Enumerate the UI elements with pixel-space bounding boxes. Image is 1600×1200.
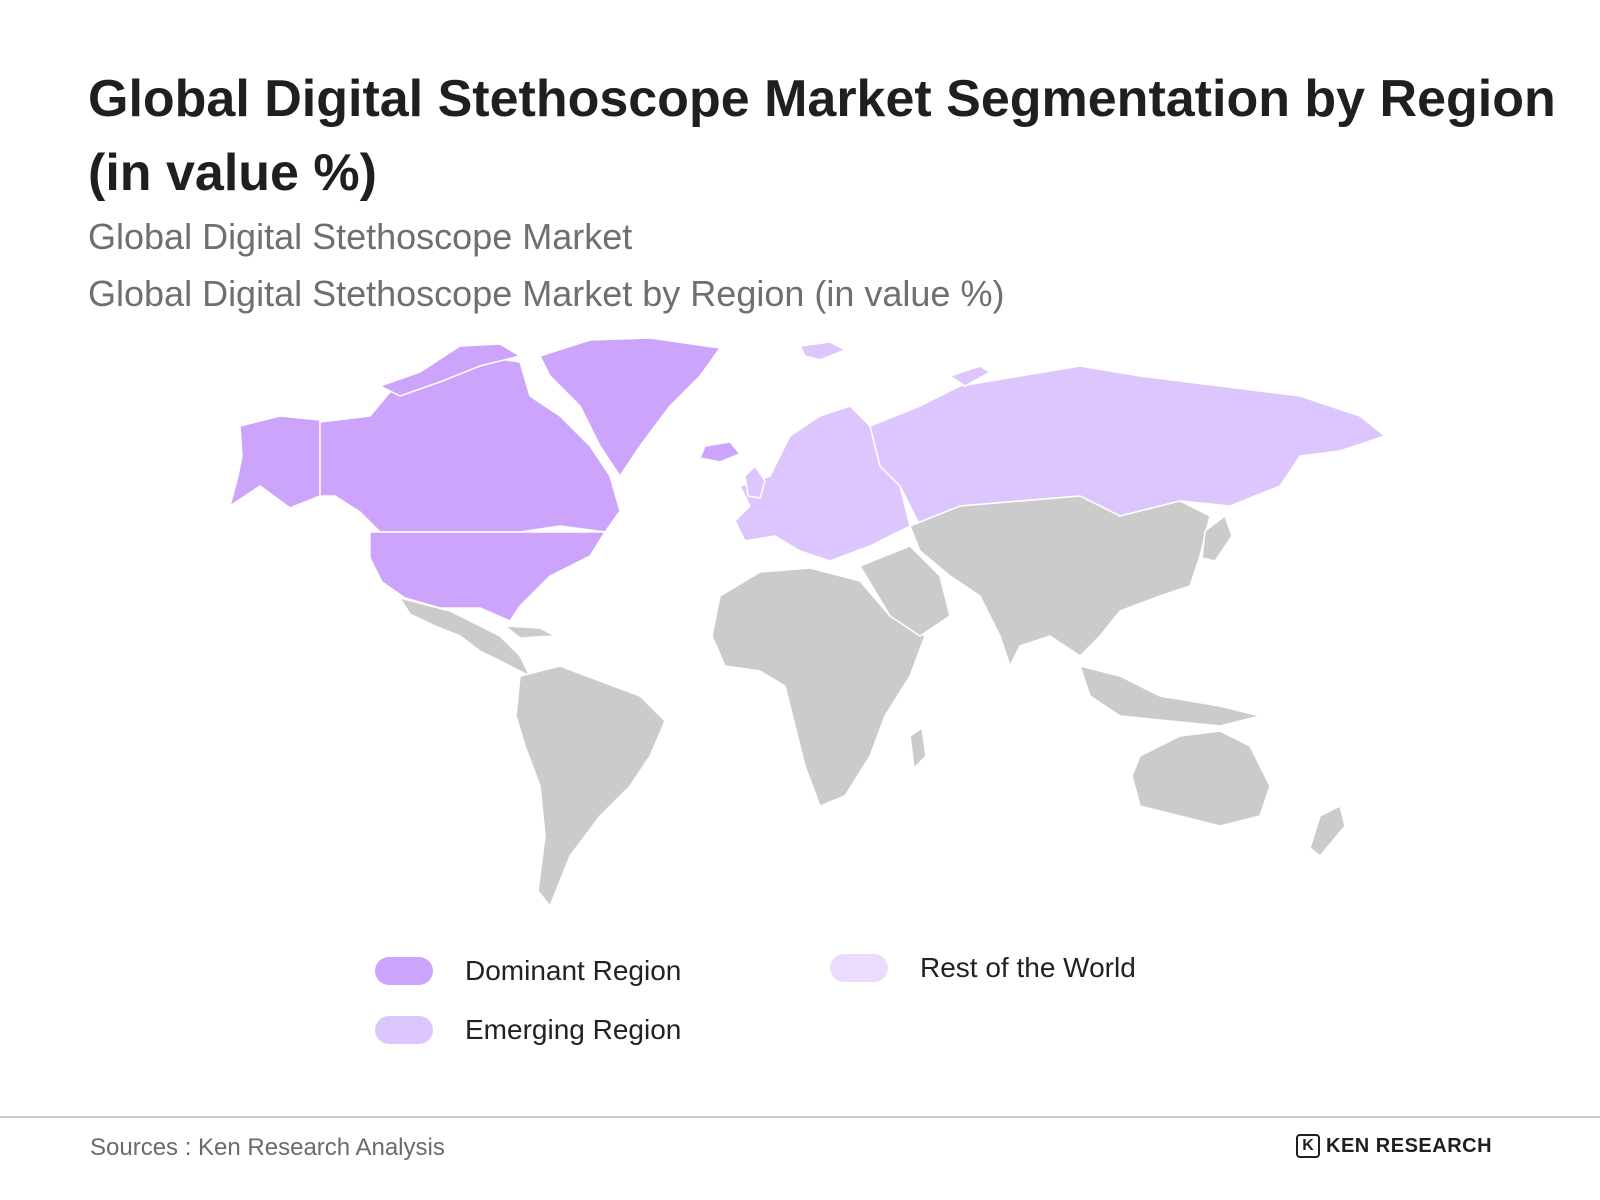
legend-dominant: Dominant Region [375,955,681,987]
region-middle-east [859,545,951,637]
region-asia [909,495,1211,667]
legend-emerging: Emerging Region [375,1014,681,1046]
region-south-america [515,665,666,907]
region-russia [869,365,1386,527]
region-madagascar [909,727,927,769]
page-title: Global Digital Stethoscope Market Segmen… [88,70,1556,202]
region-uk [744,465,766,499]
source-note: Sources : Ken Research Analysis [90,1134,445,1161]
region-novaya-zemlya [949,365,991,387]
region-southeast-asia [1079,665,1261,727]
legend-swatch-emerging [375,1016,433,1044]
region-canadian-arctic-islands [379,343,521,397]
legend-swatch-rest [830,954,888,982]
region-svalbard [799,341,846,361]
region-usa [369,531,606,622]
legend-label-rest: Rest of the World [920,952,1136,983]
subtitle-by-region: Global Digital Stethoscope Market by Reg… [88,273,1005,314]
region-new-zealand [1309,805,1346,857]
region-greenland [539,337,721,477]
region-mexico-central-america [399,597,531,677]
logo-mark-icon: K [1296,1134,1320,1158]
ken-research-logo: K KEN RESEARCH [1296,1134,1492,1158]
region-caribbean [504,625,556,639]
subtitle-market: Global Digital Stethoscope Market [88,216,633,257]
region-japan [1201,515,1233,562]
legend-label-dominant: Dominant Region [465,955,682,986]
legend-rest-of-world: Rest of the World [830,952,1136,984]
world-map [229,337,1386,907]
logo-text: KEN RESEARCH [1326,1134,1493,1157]
region-iceland [699,441,741,463]
region-africa [711,567,926,807]
region-australia [1131,730,1271,827]
region-alaska [229,415,321,509]
legend-label-emerging: Emerging Region [465,1014,682,1045]
footer-divider [0,1116,1600,1118]
legend-swatch-dominant [375,957,433,985]
